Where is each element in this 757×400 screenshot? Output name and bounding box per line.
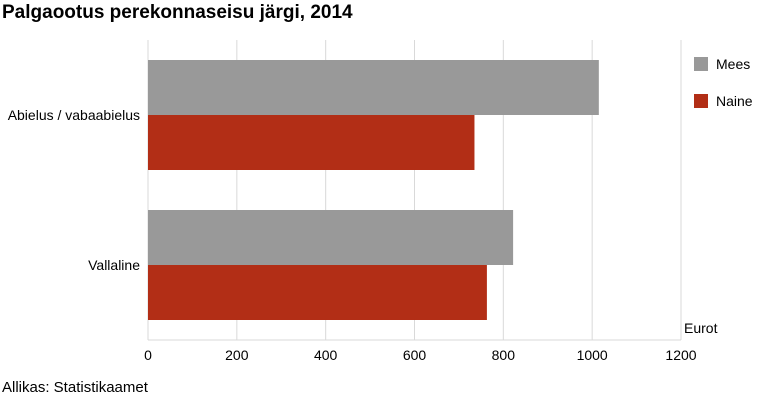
x-tick-label: 1000: [577, 347, 608, 363]
legend-label-naine: Naine: [716, 93, 753, 109]
legend-label-mees: Mees: [716, 56, 750, 72]
bar-naine-1: [148, 265, 487, 320]
category-labels: Abielus / vabaabielus Vallaline: [8, 107, 141, 273]
x-tick-label: 600: [403, 347, 427, 363]
bars: [148, 60, 599, 320]
bar-naine-0: [148, 115, 475, 170]
x-axis: 0 200 400 600 800 1000 1200: [144, 347, 697, 363]
x-tick-label: 200: [225, 347, 249, 363]
x-tick-label: 800: [492, 347, 516, 363]
category-label: Vallaline: [88, 257, 140, 273]
x-tick-label: 400: [314, 347, 338, 363]
legend-swatch-naine: [694, 94, 708, 108]
legend: Mees Naine: [694, 56, 753, 109]
chart-title: Palgaootus perekonnaseisu järgi, 2014: [2, 2, 353, 23]
bar-mees-1: [148, 210, 514, 265]
source-note: Allikas: Statistikaamet: [2, 379, 148, 396]
category-label: Abielus / vabaabielus: [8, 107, 140, 123]
x-axis-unit-label: Eurot: [684, 320, 718, 336]
x-tick-label: 1200: [665, 347, 696, 363]
legend-swatch-mees: [694, 57, 708, 71]
bar-mees-0: [148, 60, 599, 115]
x-tick-label: 0: [144, 347, 152, 363]
